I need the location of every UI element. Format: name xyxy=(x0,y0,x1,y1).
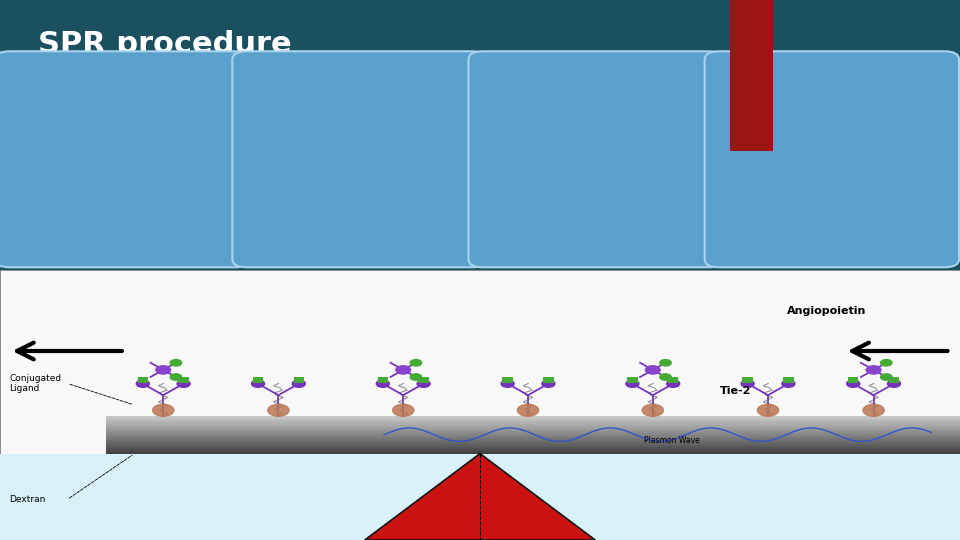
Circle shape xyxy=(252,380,265,387)
Bar xyxy=(0,454,960,540)
Circle shape xyxy=(887,380,900,387)
Text: Add: Add xyxy=(574,120,617,139)
Text: Angiopoietin-: Angiopoietin- xyxy=(757,150,906,169)
Bar xyxy=(730,0,773,151)
Bar xyxy=(0,270,960,540)
Circle shape xyxy=(170,374,181,380)
Circle shape xyxy=(880,374,892,380)
Circle shape xyxy=(541,380,555,387)
Circle shape xyxy=(642,404,663,416)
Circle shape xyxy=(847,380,860,387)
Circle shape xyxy=(781,380,795,387)
Circle shape xyxy=(863,404,884,416)
Text: Angiopoietin: Angiopoietin xyxy=(787,306,867,315)
Circle shape xyxy=(153,404,174,416)
Text: Plasmon Wave: Plasmon Wave xyxy=(644,436,700,444)
Text: Bind Tie-2 to: Bind Tie-2 to xyxy=(52,106,193,125)
Circle shape xyxy=(880,360,892,366)
Circle shape xyxy=(410,360,421,366)
Text: Add: Add xyxy=(810,120,853,139)
Text: Tie-2: Tie-2 xyxy=(720,387,752,396)
Circle shape xyxy=(645,366,660,374)
Text: ethanolamine): ethanolamine) xyxy=(67,201,178,216)
Circle shape xyxy=(393,404,414,416)
Text: solution: solution xyxy=(551,179,640,199)
Circle shape xyxy=(660,360,671,366)
Circle shape xyxy=(410,374,421,380)
Text: reference angle: reference angle xyxy=(273,165,446,184)
Circle shape xyxy=(626,380,639,387)
Circle shape xyxy=(741,380,755,387)
FancyBboxPatch shape xyxy=(232,51,487,267)
Text: free buffer: free buffer xyxy=(772,179,892,199)
Circle shape xyxy=(501,380,515,387)
FancyBboxPatch shape xyxy=(468,51,723,267)
Text: (and add: (and add xyxy=(88,177,156,192)
Text: Dextran: Dextran xyxy=(10,495,46,504)
Text: dextran: dextran xyxy=(80,136,165,154)
Circle shape xyxy=(376,380,390,387)
Circle shape xyxy=(866,366,881,374)
Circle shape xyxy=(660,374,671,380)
Circle shape xyxy=(170,360,181,366)
Circle shape xyxy=(666,380,680,387)
Text: Measure SPR: Measure SPR xyxy=(287,135,432,154)
Text: SPR procedure: SPR procedure xyxy=(38,30,292,59)
Circle shape xyxy=(417,380,430,387)
Circle shape xyxy=(517,404,539,416)
Text: Conjugated
Ligand: Conjugated Ligand xyxy=(10,374,61,393)
FancyBboxPatch shape xyxy=(0,51,250,267)
Polygon shape xyxy=(365,454,595,540)
Circle shape xyxy=(136,380,150,387)
Circle shape xyxy=(156,366,171,374)
Circle shape xyxy=(268,404,289,416)
Circle shape xyxy=(177,380,190,387)
Circle shape xyxy=(292,380,305,387)
Circle shape xyxy=(396,366,411,374)
Text: angiopoietin: angiopoietin xyxy=(526,150,665,169)
Circle shape xyxy=(757,404,779,416)
FancyBboxPatch shape xyxy=(705,51,959,267)
